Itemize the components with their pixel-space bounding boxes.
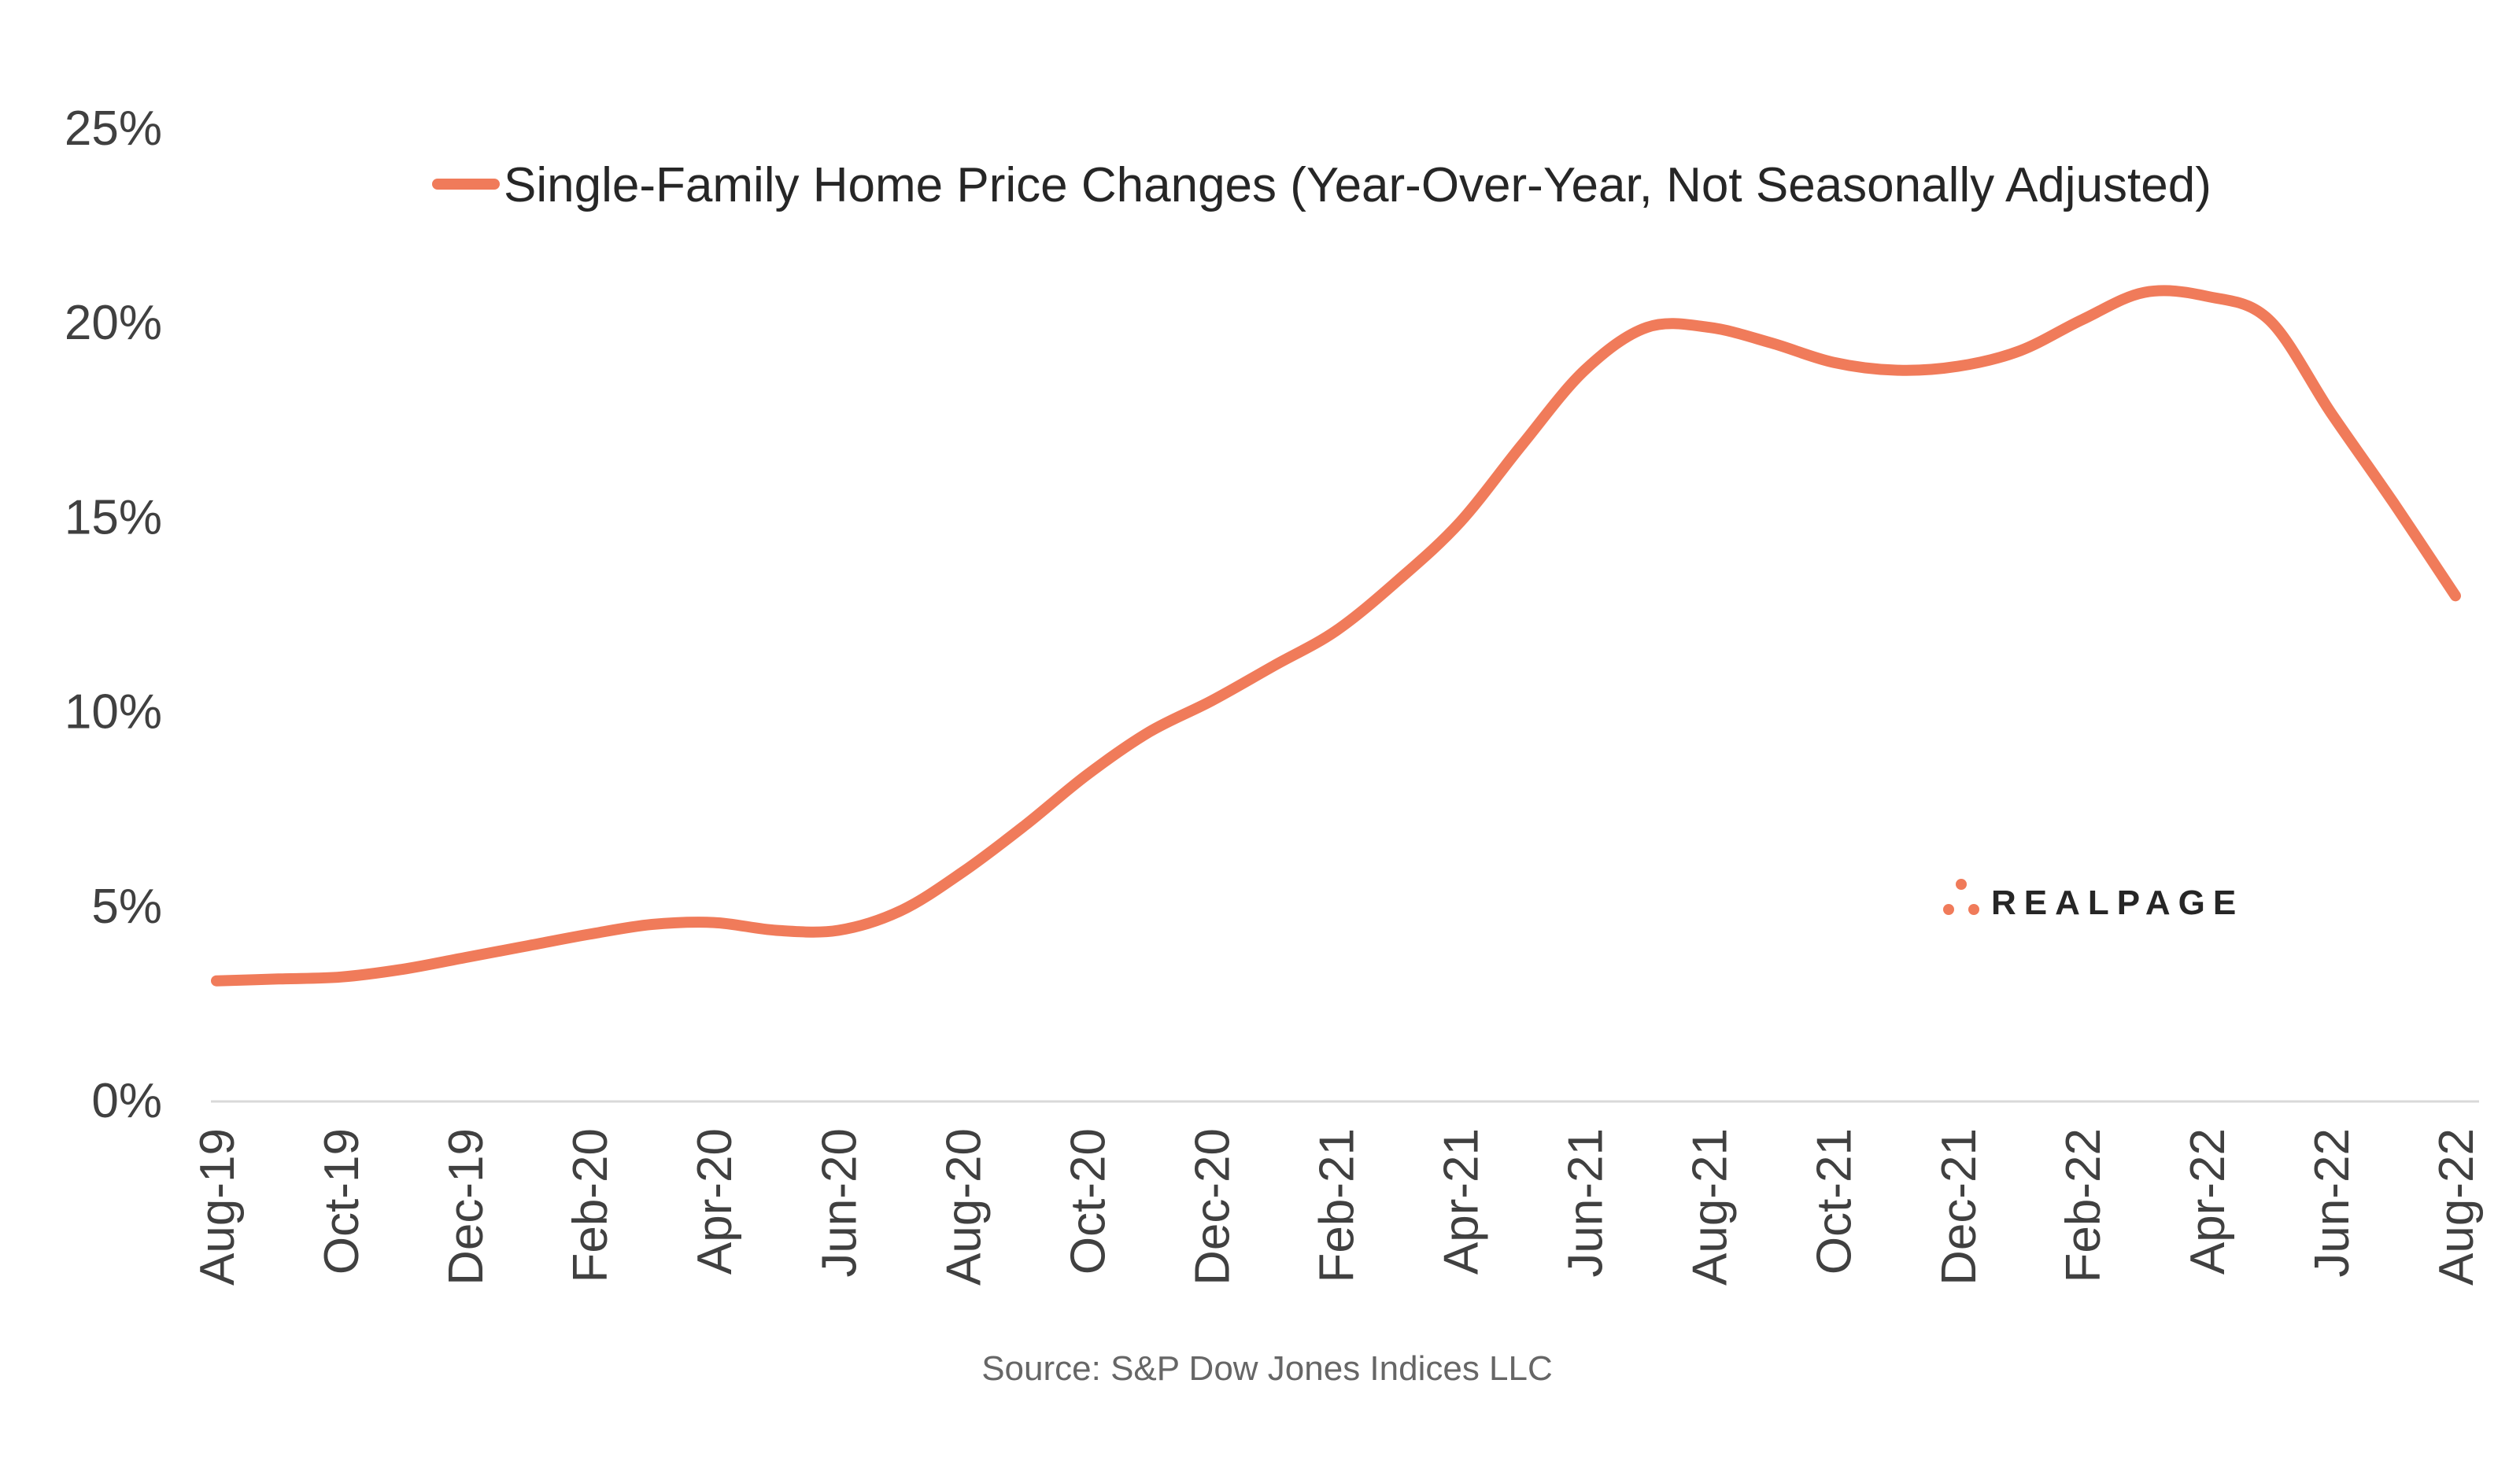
x-tick-label: Aug-22	[2429, 1128, 2484, 1286]
x-tick-label: Dec-21	[1932, 1128, 1986, 1286]
x-tick-label: Oct-19	[315, 1128, 369, 1275]
logo-dot-left	[1943, 904, 1954, 915]
x-tick-label: Oct-20	[1061, 1128, 1115, 1275]
x-tick-label: Apr-21	[1435, 1128, 1489, 1275]
realpage-logo: REALPAGE	[1943, 879, 2244, 922]
x-tick-label: Apr-22	[2181, 1128, 2235, 1275]
y-tick-label: 20%	[65, 296, 162, 350]
y-tick-label: 10%	[65, 685, 162, 740]
x-tick-label: Jun-20	[812, 1128, 866, 1278]
x-tick-label: Jun-21	[1559, 1128, 1613, 1278]
x-tick-label: Aug-20	[937, 1128, 991, 1286]
x-tick-label: Dec-20	[1185, 1128, 1240, 1286]
logo-dot-right	[1968, 904, 1979, 915]
x-tick-label: Jun-22	[2305, 1128, 2359, 1278]
x-tick-label: Feb-21	[1310, 1128, 1365, 1282]
y-tick-label: 5%	[91, 880, 162, 934]
x-tick-label: Aug-21	[1683, 1128, 1738, 1286]
logo-dot-top	[1956, 879, 1967, 890]
y-axis: 0% 5% 10% 15% 20% 25%	[65, 101, 162, 1128]
y-tick-label: 0%	[91, 1074, 162, 1128]
series-line-home-price-changes	[211, 285, 2461, 987]
x-tick-label: Dec-19	[439, 1128, 493, 1286]
x-axis: Aug-19 Oct-19 Dec-19 Feb-20 Apr-20 Jun-20 Aug-…	[190, 1128, 2484, 1286]
legend-label: Single-Family Home Price Changes (Year-O…	[504, 158, 2211, 212]
source-note: Source: S&P Dow Jones Indices LLC	[981, 1349, 1553, 1388]
y-tick-label: 25%	[65, 101, 162, 156]
x-tick-label: Feb-20	[563, 1128, 618, 1282]
x-tick-label: Oct-21	[1808, 1128, 1862, 1275]
x-tick-label: Apr-20	[688, 1128, 742, 1275]
legend: Single-Family Home Price Changes (Year-O…	[432, 158, 2211, 212]
y-tick-label: 15%	[65, 490, 162, 544]
x-tick-label: Feb-22	[2056, 1128, 2111, 1282]
x-tick-label: Aug-19	[190, 1128, 245, 1286]
logo-text: REALPAGE	[1991, 884, 2244, 922]
